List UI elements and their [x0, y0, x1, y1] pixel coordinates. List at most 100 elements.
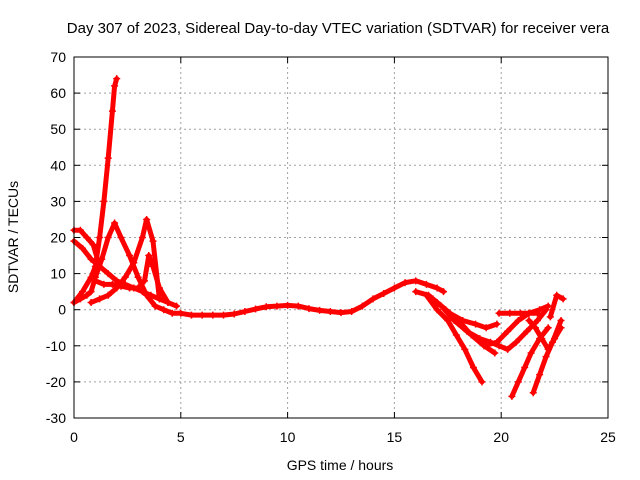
data-point — [273, 302, 281, 310]
y-tick-label: 50 — [50, 121, 66, 137]
data-point — [401, 279, 409, 287]
data-point — [546, 313, 554, 321]
data-point — [104, 154, 112, 162]
data-point — [529, 389, 537, 397]
data-point — [126, 284, 134, 292]
data-point — [516, 309, 524, 317]
data-point — [100, 280, 108, 288]
data-point — [478, 378, 486, 386]
data-point — [87, 255, 95, 263]
data-point — [557, 324, 565, 332]
data-point — [369, 295, 377, 303]
data-point — [538, 335, 546, 343]
data-point — [557, 317, 565, 325]
y-tick-label: 60 — [50, 85, 66, 101]
data-point — [230, 310, 238, 318]
y-tick-label: 70 — [50, 49, 66, 65]
data-point — [113, 75, 121, 83]
data-point — [422, 291, 430, 299]
data-point — [155, 295, 163, 303]
data-point — [326, 308, 334, 316]
series-trace — [71, 76, 120, 305]
x-axis-label: GPS time / hours — [287, 457, 394, 473]
data-point — [138, 234, 146, 241]
data-point — [495, 309, 503, 317]
data-point — [380, 289, 388, 297]
data-point — [79, 244, 87, 252]
data-point — [87, 298, 95, 306]
data-point — [544, 324, 552, 332]
data-point — [493, 320, 501, 328]
data-point — [173, 302, 181, 310]
data-point — [108, 107, 116, 115]
series-layer — [70, 75, 567, 400]
data-point — [433, 284, 441, 292]
data-point — [536, 371, 544, 379]
y-tick-label: -20 — [46, 374, 66, 390]
data-point — [76, 226, 84, 234]
data-point — [140, 277, 148, 285]
data-point — [96, 295, 104, 303]
y-tick-label: 10 — [50, 266, 66, 282]
data-point — [121, 273, 129, 281]
y-tick-label: 40 — [50, 157, 66, 173]
data-point — [433, 306, 441, 314]
data-point — [429, 295, 437, 303]
data-point — [177, 309, 185, 317]
data-point — [491, 349, 499, 357]
data-point — [160, 306, 168, 314]
data-point — [111, 219, 119, 227]
data-point — [149, 237, 157, 245]
data-point — [104, 270, 112, 278]
y-tick-label: -10 — [46, 338, 66, 354]
series-spike — [70, 75, 121, 306]
data-point — [209, 311, 217, 319]
data-point — [187, 311, 195, 319]
x-tick-label: 10 — [280, 429, 296, 445]
data-point — [104, 234, 112, 241]
data-point — [454, 317, 462, 325]
data-point — [96, 234, 104, 241]
data-point — [151, 302, 159, 310]
data-point — [461, 345, 469, 353]
data-point — [168, 309, 176, 317]
y-tick-label: 20 — [50, 230, 66, 246]
data-point — [316, 306, 324, 314]
data-point — [469, 363, 477, 371]
data-point — [544, 345, 552, 353]
data-point — [412, 288, 420, 296]
data-point — [534, 309, 542, 317]
data-point — [559, 295, 567, 303]
data-point — [143, 215, 151, 223]
data-point — [294, 302, 302, 310]
x-tick-label: 25 — [600, 429, 616, 445]
y-tick-label: 30 — [50, 193, 66, 209]
series-trace — [88, 216, 162, 305]
series-afternoon-2 — [422, 291, 486, 386]
data-point — [130, 259, 138, 267]
y-tick-label: 0 — [58, 302, 66, 318]
data-point — [91, 277, 99, 285]
data-point — [523, 327, 531, 335]
data-point — [348, 308, 356, 316]
data-point — [440, 288, 448, 296]
data-point — [87, 288, 95, 296]
series-evening-6 — [546, 291, 567, 321]
data-point — [493, 338, 501, 346]
x-tick-label: 15 — [387, 429, 403, 445]
data-point — [198, 311, 206, 319]
data-point — [412, 277, 420, 285]
data-point — [442, 306, 450, 314]
data-point — [241, 308, 249, 316]
data-point — [544, 302, 552, 310]
data-point — [514, 317, 522, 325]
data-point — [305, 305, 313, 313]
data-point — [482, 324, 490, 332]
data-point — [512, 338, 520, 346]
data-point — [100, 197, 108, 205]
y-tick-label: -30 — [46, 410, 66, 426]
data-point — [480, 342, 488, 350]
series-branch-top-left — [70, 226, 101, 263]
data-point — [220, 311, 228, 319]
